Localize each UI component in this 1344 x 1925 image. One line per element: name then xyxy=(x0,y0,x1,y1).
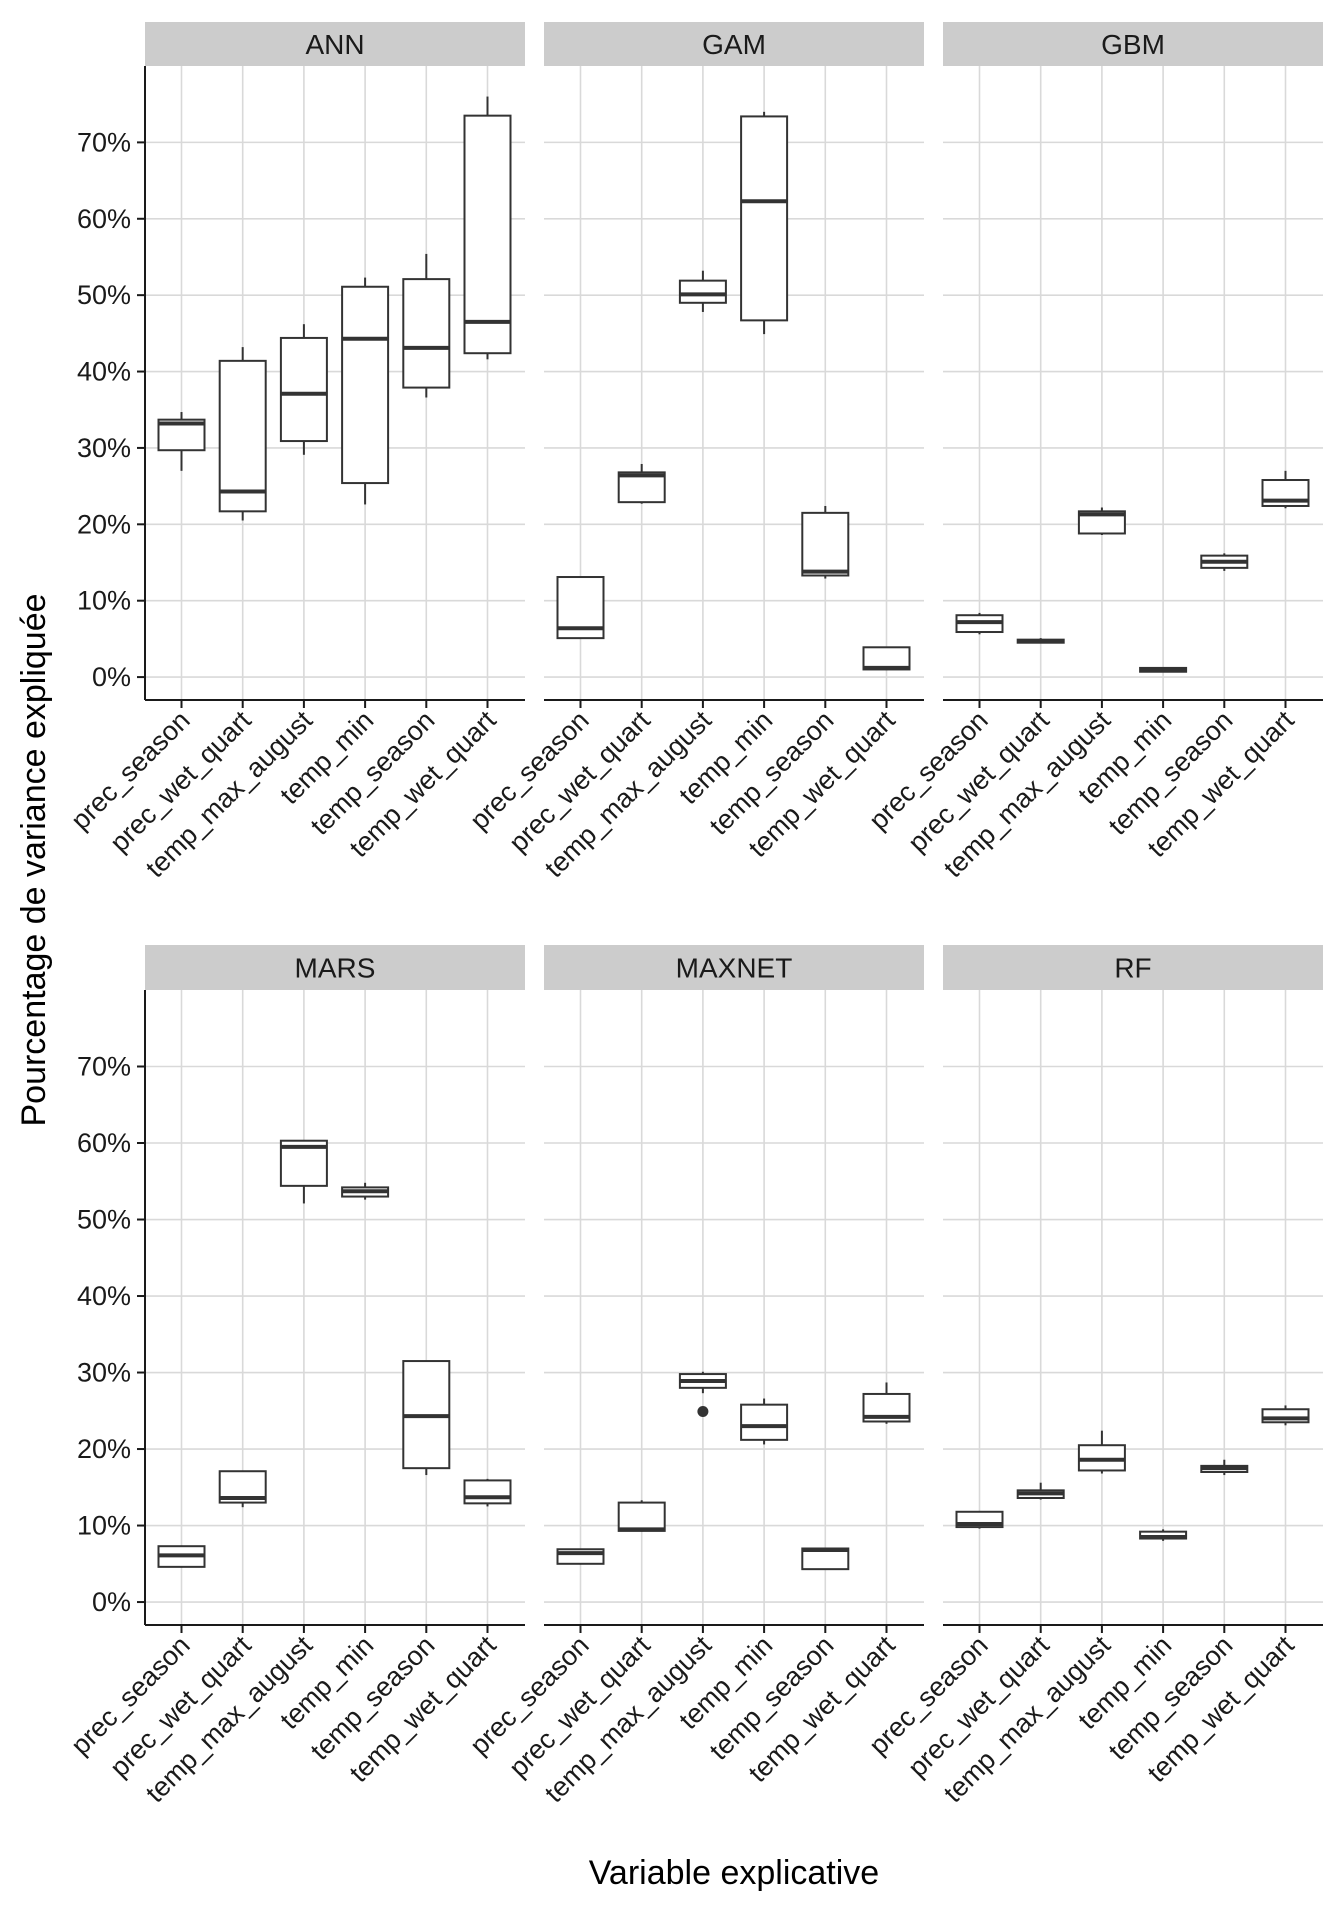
facet-panel-mars: MARS0%10%20%30%40%50%60%70%prec_seasonpr… xyxy=(65,945,525,1808)
box-gbm-prec_wet_quart xyxy=(1016,638,1065,644)
box-iqr xyxy=(463,1479,512,1505)
box-iqr xyxy=(279,336,328,443)
box-iqr xyxy=(678,279,727,304)
box-gbm-prec_season xyxy=(955,612,1004,635)
panel-background xyxy=(544,990,924,1625)
box-gam-temp_wet_quart xyxy=(862,646,911,671)
box-maxnet-temp_max_august xyxy=(678,1371,727,1418)
panel-background xyxy=(943,66,1323,700)
facet-strip-gbm xyxy=(943,22,1323,66)
box-rf-prec_wet_quart xyxy=(1016,1482,1065,1500)
facet-label-ann: ANN xyxy=(305,29,364,60)
y-tick-label: 20% xyxy=(77,1434,131,1464)
box-mars-temp_min xyxy=(341,1182,390,1200)
y-tick-label: 10% xyxy=(77,586,131,616)
box-mars-temp_max_august xyxy=(279,1139,328,1204)
box-gam-temp_max_august xyxy=(678,270,727,312)
box-gbm-temp_season xyxy=(1200,553,1249,571)
y-tick-label: 70% xyxy=(77,127,131,157)
y-tick-label: 60% xyxy=(77,1128,131,1158)
y-tick-label: 50% xyxy=(77,1205,131,1235)
box-ann-prec_season xyxy=(157,412,206,471)
box-gam-prec_wet_quart xyxy=(617,463,666,504)
y-tick-label: 50% xyxy=(77,280,131,310)
y-axis-title: Pourcentage de variance expliquée xyxy=(15,593,53,1126)
y-tick-label: 0% xyxy=(92,662,131,692)
box-iqr xyxy=(1077,510,1126,535)
box-mars-prec_season xyxy=(157,1545,206,1568)
facet-panel-maxnet: MAXNETprec_seasonprec_wet_quarttemp_max_… xyxy=(464,945,924,1808)
box-mars-temp_season xyxy=(402,1360,451,1476)
box-gbm-temp_max_august xyxy=(1077,507,1126,536)
box-ann-prec_wet_quart xyxy=(218,347,267,521)
box-iqr xyxy=(341,285,390,485)
box-maxnet-prec_wet_quart xyxy=(617,1500,666,1532)
y-tick-label: 60% xyxy=(77,204,131,234)
facet-strip-maxnet xyxy=(544,945,924,990)
box-maxnet-prec_season xyxy=(556,1548,605,1565)
facet-strip-ann xyxy=(145,22,525,66)
box-iqr xyxy=(740,115,789,322)
box-gbm-temp_min xyxy=(1139,666,1188,673)
box-rf-temp_min xyxy=(1139,1529,1188,1541)
panel-background xyxy=(544,66,924,700)
facet-strip-rf xyxy=(943,945,1323,990)
box-iqr xyxy=(463,114,512,355)
y-tick-label: 10% xyxy=(77,1511,131,1541)
box-rf-temp_season xyxy=(1200,1459,1249,1476)
facet-panel-ann: ANN0%10%20%30%40%50%60%70%prec_seasonpre… xyxy=(65,22,525,883)
box-rf-prec_season xyxy=(955,1510,1004,1529)
facet-label-rf: RF xyxy=(1114,953,1151,984)
panel-background xyxy=(145,66,525,700)
box-gbm-temp_wet_quart xyxy=(1261,470,1310,509)
facet-panel-gbm: GBMprec_seasonprec_wet_quarttemp_max_aug… xyxy=(863,22,1323,883)
y-tick-label: 40% xyxy=(77,1281,131,1311)
facet-label-gbm: GBM xyxy=(1101,29,1165,60)
box-maxnet-temp_wet_quart xyxy=(862,1382,911,1424)
box-gam-temp_season xyxy=(801,505,850,579)
box-ann-temp_min xyxy=(341,277,390,505)
y-tick-label: 0% xyxy=(92,1587,131,1617)
box-gam-prec_season xyxy=(556,576,605,640)
box-iqr xyxy=(801,511,850,577)
box-iqr xyxy=(617,1501,666,1532)
panel-background xyxy=(943,990,1323,1625)
y-tick-label: 40% xyxy=(77,357,131,387)
box-iqr xyxy=(740,1403,789,1441)
box-ann-temp_wet_quart xyxy=(463,96,512,360)
facet-strip-mars xyxy=(145,945,525,990)
facet-panel-rf: RFprec_seasonprec_wet_quarttemp_max_augu… xyxy=(863,945,1323,1808)
facet-panel-gam: GAMprec_seasonprec_wet_quarttemp_max_aug… xyxy=(464,22,924,883)
outlier-point xyxy=(697,1406,709,1418)
box-rf-temp_wet_quart xyxy=(1261,1405,1310,1426)
box-mars-temp_wet_quart xyxy=(463,1478,512,1507)
box-gam-temp_min xyxy=(740,111,789,335)
box-iqr xyxy=(218,359,267,513)
y-tick-label: 30% xyxy=(77,433,131,463)
panel-background xyxy=(145,990,525,1625)
y-tick-label: 30% xyxy=(77,1358,131,1388)
facet-label-mars: MARS xyxy=(295,953,376,984)
box-ann-temp_max_august xyxy=(279,324,328,455)
box-maxnet-temp_min xyxy=(740,1398,789,1445)
box-mars-prec_wet_quart xyxy=(218,1470,267,1508)
facet-label-maxnet: MAXNET xyxy=(676,953,793,984)
facet-label-gam: GAM xyxy=(702,29,766,60)
box-iqr xyxy=(402,278,451,389)
facet-strip-gam xyxy=(544,22,924,66)
box-maxnet-temp_season xyxy=(801,1547,850,1571)
y-tick-label: 70% xyxy=(77,1052,131,1082)
box-rf-temp_max_august xyxy=(1077,1430,1126,1474)
x-axis-title: Variable explicative xyxy=(589,1854,879,1892)
box-ann-temp_season xyxy=(402,253,451,398)
y-tick-label: 20% xyxy=(77,509,131,539)
